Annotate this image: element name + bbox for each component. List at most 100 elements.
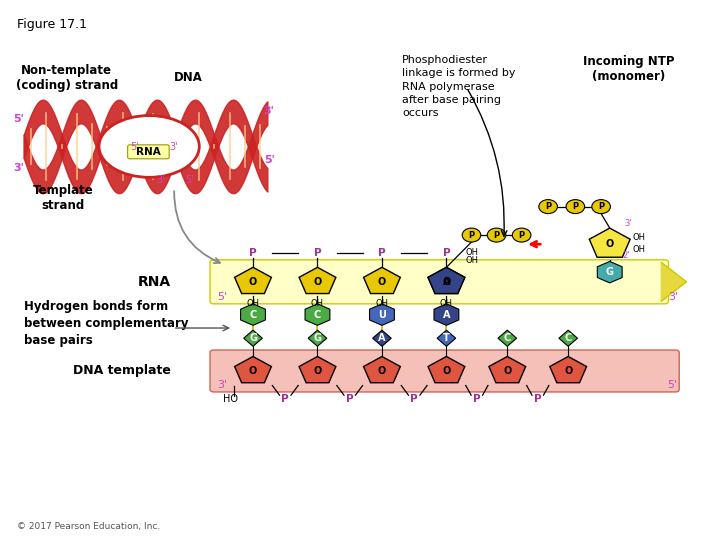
Polygon shape: [428, 267, 465, 294]
Text: P: P: [572, 202, 578, 211]
Text: RNA: RNA: [136, 147, 161, 157]
Text: G: G: [606, 267, 613, 277]
Text: Non-template
(coding) strand: Non-template (coding) strand: [16, 64, 118, 92]
Text: 3': 3': [264, 106, 274, 116]
Text: P: P: [534, 394, 541, 404]
Text: P: P: [443, 248, 450, 258]
Text: Template
strand: Template strand: [33, 184, 94, 212]
Polygon shape: [437, 330, 456, 346]
Text: P: P: [249, 248, 257, 258]
Text: P: P: [346, 394, 354, 404]
Text: 5': 5': [130, 141, 138, 152]
Text: P: P: [545, 202, 552, 211]
Polygon shape: [373, 330, 391, 346]
Text: O: O: [249, 277, 257, 287]
Text: U: U: [378, 309, 386, 320]
Polygon shape: [589, 228, 630, 257]
Text: P: P: [282, 394, 289, 404]
Text: P: P: [378, 248, 386, 258]
Text: C: C: [249, 309, 256, 320]
Text: OH: OH: [466, 248, 479, 257]
Text: HO: HO: [222, 394, 238, 404]
Text: 5': 5': [217, 292, 228, 302]
Circle shape: [539, 200, 557, 214]
Text: P: P: [469, 231, 474, 240]
Text: O: O: [564, 366, 572, 376]
Polygon shape: [240, 304, 266, 325]
Text: OH: OH: [633, 233, 646, 242]
Text: O: O: [442, 277, 451, 287]
Text: A: A: [443, 309, 450, 320]
Text: 3': 3': [668, 292, 678, 302]
Text: C: C: [504, 333, 511, 343]
Text: P: P: [598, 202, 604, 211]
Polygon shape: [428, 356, 465, 383]
Text: T: T: [443, 333, 450, 343]
Text: P: P: [518, 231, 525, 240]
Text: O: O: [442, 366, 451, 376]
Text: 3': 3': [156, 175, 165, 185]
Text: OH: OH: [466, 256, 479, 265]
Text: Figure 17.1: Figure 17.1: [17, 17, 86, 30]
Text: OH: OH: [246, 299, 259, 308]
Polygon shape: [235, 356, 271, 383]
Polygon shape: [550, 356, 587, 383]
Text: O: O: [313, 277, 322, 287]
Circle shape: [462, 228, 481, 242]
Text: 5': 5': [667, 380, 678, 390]
Text: A: A: [378, 333, 386, 343]
Text: OH: OH: [311, 299, 324, 308]
Polygon shape: [434, 304, 459, 325]
Text: 2': 2': [623, 251, 630, 260]
Text: 3': 3': [169, 141, 178, 152]
Text: DNA: DNA: [174, 71, 203, 84]
Text: © 2017 Pearson Education, Inc.: © 2017 Pearson Education, Inc.: [17, 522, 160, 531]
Text: O: O: [378, 277, 386, 287]
Ellipse shape: [99, 116, 199, 177]
Text: G: G: [313, 333, 321, 343]
Polygon shape: [299, 356, 336, 383]
Polygon shape: [299, 267, 336, 294]
Polygon shape: [489, 356, 526, 383]
Text: P: P: [473, 394, 481, 404]
Text: OH: OH: [375, 299, 389, 308]
Text: C: C: [564, 333, 572, 343]
Polygon shape: [364, 356, 400, 383]
Text: C: C: [314, 309, 321, 320]
Circle shape: [566, 200, 585, 214]
Text: 3': 3': [13, 163, 24, 173]
Text: 3': 3': [624, 219, 631, 228]
Polygon shape: [369, 304, 395, 325]
Text: 5': 5': [13, 114, 24, 124]
Polygon shape: [428, 267, 465, 294]
Polygon shape: [308, 330, 327, 346]
Text: Incoming NTP
(monomer): Incoming NTP (monomer): [583, 55, 675, 83]
Polygon shape: [661, 262, 686, 301]
Text: O: O: [378, 366, 386, 376]
Text: RNA: RNA: [138, 275, 171, 289]
Polygon shape: [243, 330, 262, 346]
Text: 5': 5': [185, 175, 194, 185]
FancyBboxPatch shape: [210, 260, 668, 304]
Circle shape: [513, 228, 531, 242]
Polygon shape: [235, 267, 271, 294]
Text: Phosphodiester
linkage is formed by
RNA polymerase
after base pairing
occurs: Phosphodiester linkage is formed by RNA …: [402, 55, 516, 118]
Text: Hydrogen bonds form
between complementary
base pairs: Hydrogen bonds form between complementar…: [24, 300, 189, 347]
Polygon shape: [498, 330, 517, 346]
Polygon shape: [559, 330, 577, 346]
Circle shape: [487, 228, 506, 242]
Circle shape: [592, 200, 611, 214]
Text: O: O: [606, 239, 614, 249]
Text: A: A: [443, 277, 450, 287]
Polygon shape: [364, 267, 400, 294]
Text: OH: OH: [633, 245, 646, 254]
Polygon shape: [305, 304, 330, 325]
Text: O: O: [313, 366, 322, 376]
Text: OH: OH: [440, 299, 453, 308]
FancyBboxPatch shape: [210, 350, 679, 392]
FancyBboxPatch shape: [127, 145, 169, 159]
Text: O: O: [249, 366, 257, 376]
Text: DNA template: DNA template: [73, 364, 171, 377]
Text: P: P: [493, 231, 500, 240]
Text: 5': 5': [264, 154, 274, 165]
